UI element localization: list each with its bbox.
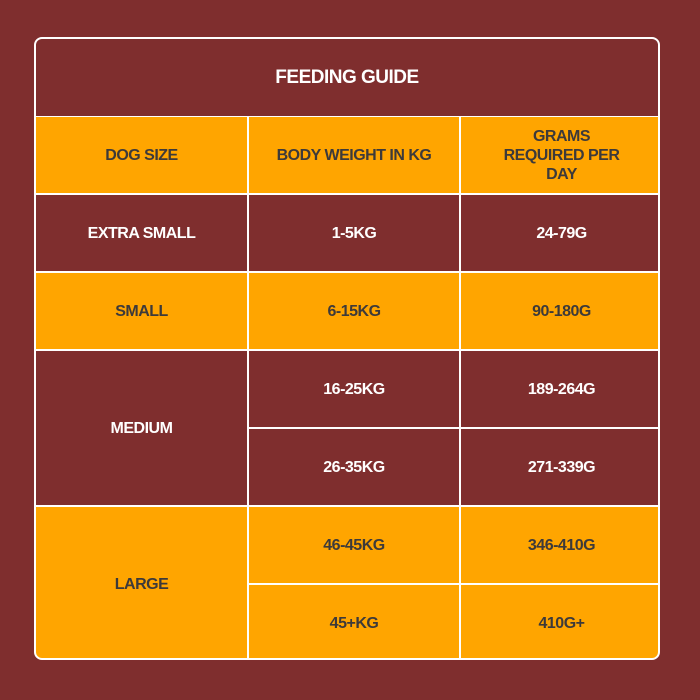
header-dog-size: DOG SIZE [36,117,247,193]
grams-cell: 346-410G [461,507,658,583]
grams-cell: 90-180G [461,273,658,349]
size-medium: MEDIUM [36,351,247,505]
table-title: FEEDING GUIDE [36,39,658,116]
weight-cell: 16-25KG [249,351,459,427]
size-small: SMALL [36,273,247,349]
grams-cell: 410G+ [461,585,658,658]
size-large: LARGE [36,507,247,658]
size-extra-small: EXTRA SMALL [36,195,247,271]
weight-cell: 45+KG [249,585,459,658]
grams-cell: 189-264G [461,351,658,427]
feeding-guide-table: FEEDING GUIDE DOG SIZE BODY WEIGHT IN KG… [34,37,660,660]
header-body-weight: BODY WEIGHT IN KG [249,117,459,193]
weight-cell: 46-45KG [249,507,459,583]
header-grams-per-day: GRAMS REQUIRED PER DAY [461,117,658,193]
weight-cell: 1-5KG [249,195,459,271]
grams-cell: 24-79G [461,195,658,271]
grams-cell: 271-339G [461,429,658,505]
weight-cell: 6-15KG [249,273,459,349]
weight-cell: 26-35KG [249,429,459,505]
